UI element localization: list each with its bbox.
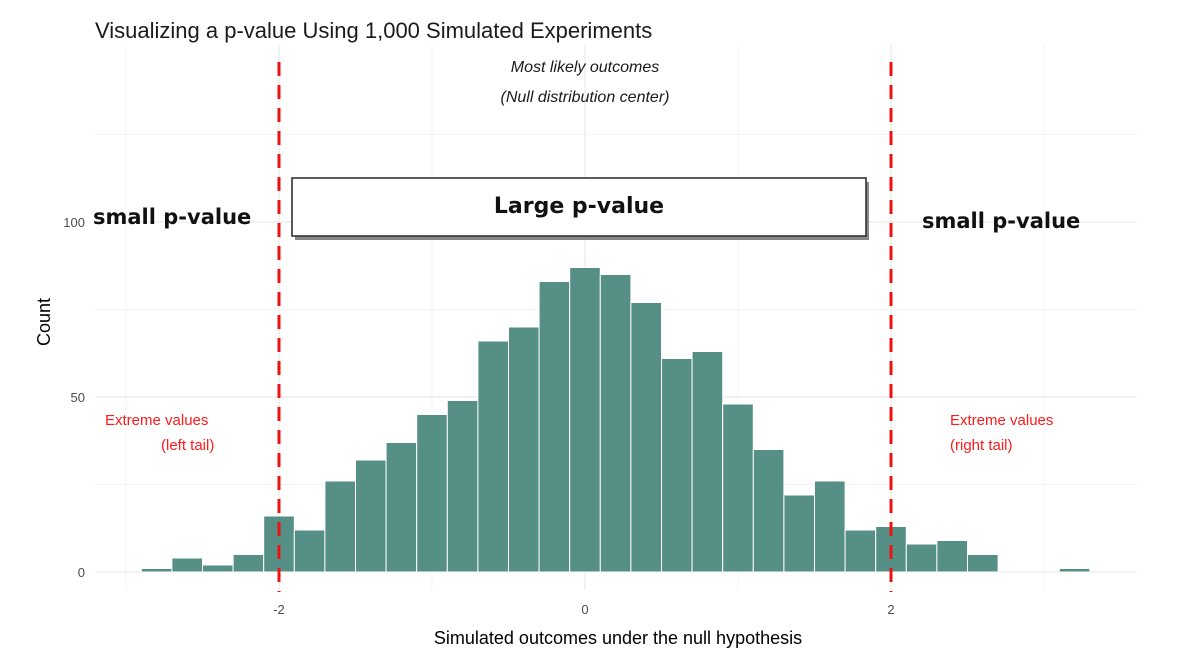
histogram-bar [385,442,418,573]
right-small-pvalue-label: small p-value [922,209,1080,233]
histogram-bar [599,274,632,573]
histogram-bar [477,340,509,573]
histogram-bar [538,281,571,573]
large-pvalue-label: Large p-value [494,194,664,219]
right-tail-label-line1: Extreme values [950,412,1053,429]
histogram-bar [661,358,693,573]
left-tail-label-line2: (left tail) [161,437,214,454]
top-note-line1: Most likely outcomes [511,59,660,76]
histogram-bar [1058,568,1091,573]
axis-ticks: -2 0 2 0 50 100 [63,215,894,617]
histogram-bar [446,400,479,573]
histogram-bar [722,403,754,573]
x-tick-label: -2 [273,602,285,617]
left-tail-label-line1: Extreme values [105,412,208,429]
histogram-bar [569,267,601,573]
right-tail-label-line2: (right tail) [950,437,1013,454]
histogram-bar [967,554,999,573]
histogram-bar [936,540,969,573]
histogram-bar [844,529,877,573]
histogram-bars [140,267,1091,573]
histogram-bar [814,480,846,573]
histogram-bar [752,449,785,573]
histogram-bar [905,543,938,573]
histogram-bar [171,557,203,573]
histogram-bar [691,351,724,573]
chart-title: Visualizing a p-value Using 1,000 Simula… [95,18,652,43]
histogram-bar [202,564,234,573]
histogram-bar [324,480,356,573]
y-tick-label: 50 [71,390,85,405]
left-small-pvalue-label: small p-value [93,205,251,229]
x-axis-title: Simulated outcomes under the null hypoth… [434,628,802,648]
histogram-bar [355,459,387,573]
top-note-line2: (Null distribution center) [501,89,670,106]
histogram-bar [508,326,540,573]
y-tick-label: 100 [63,215,85,230]
y-axis-title: Count [34,298,54,346]
y-tick-label: 0 [78,565,85,580]
histogram-bar [140,568,173,573]
x-tick-label: 2 [887,602,894,617]
histogram-bar [630,302,663,573]
x-tick-label: 0 [581,602,588,617]
histogram-bar [416,414,448,573]
histogram-bar [783,494,816,573]
pvalue-box [291,177,867,237]
critical-value-lines [277,62,893,592]
histogram-bar [293,529,326,573]
histogram-bar [232,554,265,573]
